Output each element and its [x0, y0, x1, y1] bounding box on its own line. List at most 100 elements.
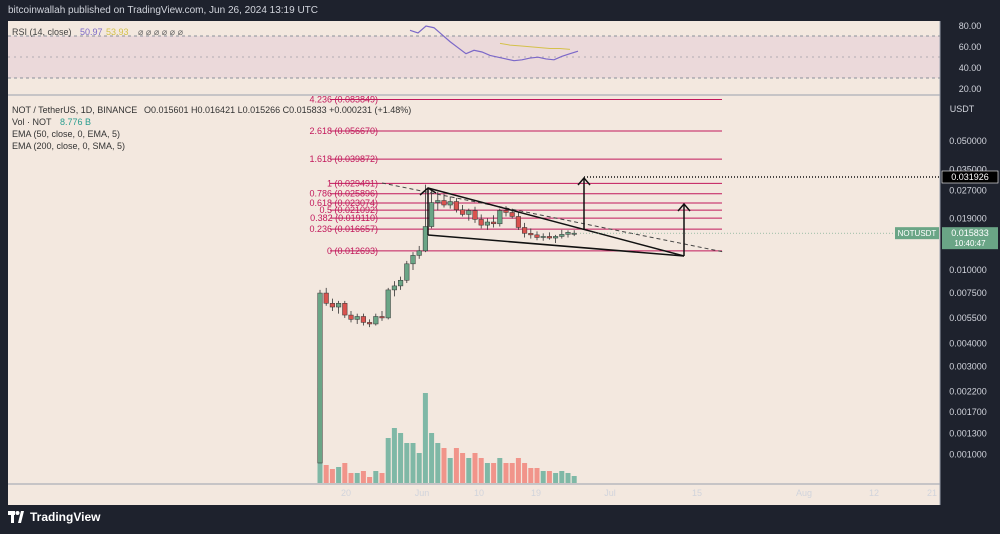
candle-body — [323, 292, 329, 304]
volume-bar — [447, 458, 453, 483]
rsi-title: RSI (14, close) — [12, 27, 72, 37]
ema50-label: EMA (50, close, 0, EMA, 5) — [12, 129, 120, 139]
candle-body — [553, 236, 559, 239]
candle-body — [503, 210, 509, 213]
candle-body — [509, 212, 515, 217]
candle — [453, 198, 459, 213]
candle — [528, 228, 534, 239]
time-tick-label: Aug — [796, 488, 812, 498]
candle-body — [441, 200, 447, 206]
time-tick-label: 12 — [869, 488, 879, 498]
volume-bar — [429, 433, 435, 483]
candle — [460, 205, 466, 217]
volume-bar — [385, 438, 391, 483]
vol-label: Vol · NOT — [12, 117, 52, 127]
volume-bar — [348, 473, 354, 483]
volume-bar — [565, 473, 571, 483]
breakout-arrow-2-head — [677, 202, 691, 212]
candle — [478, 214, 484, 229]
volume-bar — [329, 469, 335, 483]
candle-body — [447, 201, 453, 206]
candle — [342, 300, 348, 318]
candle — [317, 289, 323, 464]
price-tick-label: 0.035000 — [949, 165, 987, 175]
time-tick-label: 21 — [927, 488, 937, 498]
target-price-label: 0.031926 — [951, 172, 989, 182]
candle-body — [528, 233, 534, 236]
candle — [360, 313, 366, 326]
candle — [422, 184, 428, 253]
candle — [354, 313, 360, 324]
fib-label: 0.618 (0.023074) — [309, 198, 378, 208]
time-tick-label: 20 — [341, 488, 351, 498]
candle-body — [460, 209, 466, 215]
candle-body — [410, 255, 416, 265]
price-tick-label: 0.010000 — [949, 265, 987, 275]
symbol-title: NOT / TetherUS, 1D, BINANCE — [12, 105, 137, 115]
price-tick-label: 0.019000 — [949, 214, 987, 224]
candle — [391, 281, 397, 297]
volume-bar — [391, 428, 397, 483]
price-tick-label: 0.004000 — [949, 338, 987, 348]
rsi-tick-label: 80.00 — [959, 21, 982, 31]
candle-body — [546, 236, 552, 239]
candle — [571, 230, 577, 237]
candle-body — [534, 234, 540, 238]
candle-body — [342, 303, 348, 316]
candle-body — [373, 316, 379, 325]
candle-body — [453, 201, 459, 211]
candle — [367, 319, 373, 328]
price-tick-label: 0.007500 — [949, 288, 987, 298]
time-tick-label: 10 — [474, 488, 484, 498]
volume-bar — [323, 465, 329, 483]
candle — [435, 191, 441, 211]
candle-body — [571, 232, 577, 235]
candle-body — [329, 303, 335, 308]
volume-bar — [410, 443, 416, 483]
volume-bar — [367, 477, 373, 483]
rsi-band — [8, 36, 940, 78]
candle-body — [360, 316, 366, 323]
volume-bar — [491, 463, 497, 483]
candle-body — [466, 210, 472, 215]
candle-body — [385, 289, 391, 319]
candle-body — [416, 250, 422, 256]
candle — [559, 229, 565, 239]
price-tick-label: 0.050000 — [949, 136, 987, 146]
time-tick-label: Jul — [604, 488, 616, 498]
breakout-arrow-1-head — [577, 176, 591, 186]
candle — [484, 218, 490, 230]
currency-label[interactable]: USDT — [950, 104, 975, 114]
candle — [398, 276, 404, 290]
candle — [466, 208, 472, 221]
tradingview-logo[interactable]: TradingView — [8, 509, 100, 525]
candle — [491, 215, 497, 228]
candle — [379, 310, 385, 321]
candle-body — [336, 303, 342, 308]
candle-body — [515, 216, 521, 228]
candle — [336, 300, 342, 314]
volume-bar — [503, 463, 509, 483]
candle-body — [422, 226, 428, 252]
volume-bar — [460, 453, 466, 483]
wedge-top-arrow — [419, 187, 437, 196]
candle-body — [472, 210, 478, 220]
candle-body — [367, 322, 373, 325]
candle — [416, 245, 422, 259]
candle-body — [484, 221, 490, 226]
time-tick-label: Jun — [415, 488, 430, 498]
candle-body — [478, 219, 484, 226]
volume-bar — [484, 463, 490, 483]
legend: RSI (14, close) 50.97 53.93 ⌀ ⌀ ⌀ ⌀ ⌀ ⌀ … — [12, 27, 411, 151]
candle — [553, 234, 559, 244]
volume-bar — [404, 443, 410, 483]
publisher-line: bitcoinwallah published on TradingView.c… — [8, 5, 319, 16]
rsi-tick-label: 60.00 — [959, 42, 982, 52]
candle — [472, 206, 478, 223]
volume-bar — [522, 463, 528, 483]
candle-body — [491, 221, 497, 225]
wedge-upper-line — [427, 187, 685, 257]
time-tick-label: 19 — [531, 488, 541, 498]
candle-body — [540, 236, 546, 238]
candle-body — [398, 279, 404, 287]
